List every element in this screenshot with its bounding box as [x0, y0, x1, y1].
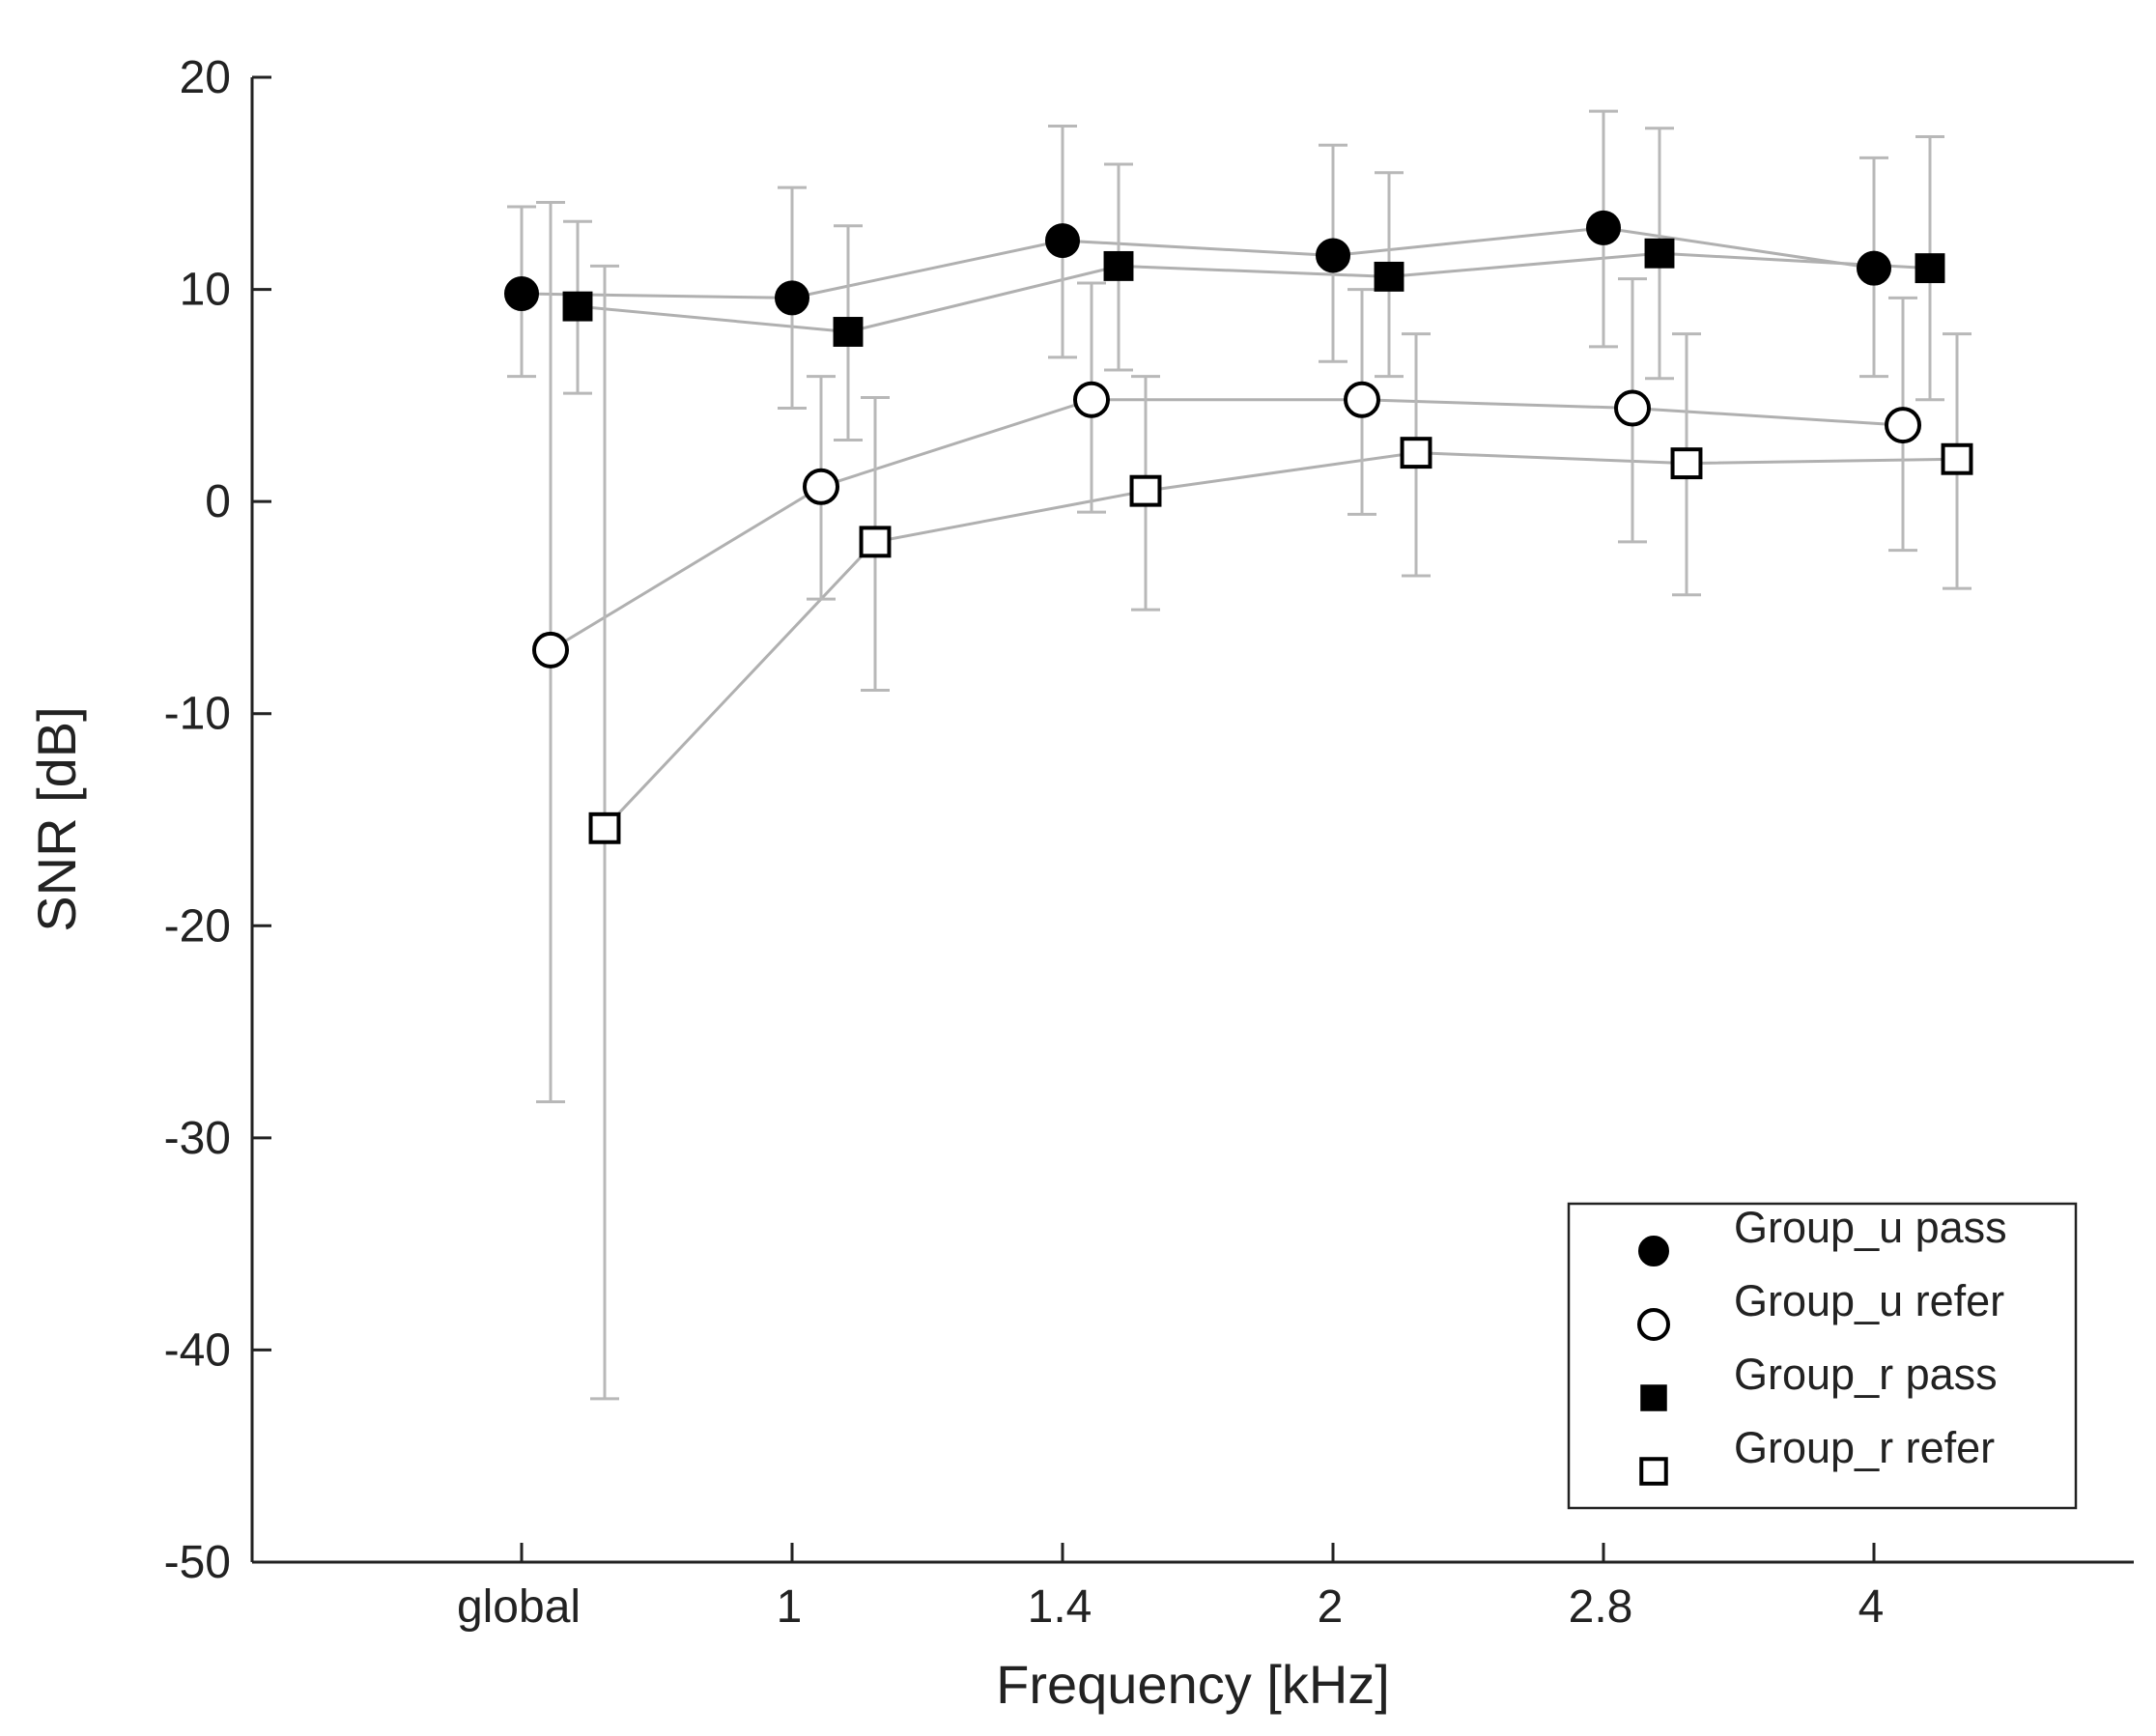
data-point [562, 291, 593, 322]
data-point [1670, 447, 1703, 480]
data-point [1103, 250, 1134, 281]
y-axis-label: SNR [dB] [26, 706, 87, 931]
legend-label: Group_u pass [1734, 1203, 2007, 1252]
y-tick-label: 0 [205, 476, 231, 527]
data-point [1400, 437, 1433, 470]
x-ticks: global 1 1.4 2 2.8 4 [457, 1543, 1884, 1633]
data-markers [504, 210, 1973, 844]
x-tick-label: 2 [1318, 1581, 1344, 1633]
data-point [1073, 381, 1110, 418]
data-point [532, 631, 569, 669]
data-point [1344, 381, 1380, 418]
legend-entry: Group_r pass [1640, 1350, 1998, 1411]
y-ticks: 20 10 0 -10 -20 -30 -40 -50 [164, 52, 271, 1588]
y-tick-label: -20 [164, 900, 231, 952]
data-point [1129, 474, 1162, 507]
data-point [775, 280, 809, 316]
y-tick-label: 10 [180, 265, 231, 316]
x-tick-label: 4 [1858, 1581, 1885, 1633]
legend-marker [1638, 1236, 1669, 1266]
legend-label: Group_r refer [1734, 1423, 1995, 1472]
legend-entry: Group_u refer [1637, 1276, 2004, 1341]
data-point [1941, 442, 1973, 475]
data-point [859, 526, 892, 558]
data-point [1885, 407, 1921, 444]
x-tick-label: 1.4 [1028, 1581, 1092, 1633]
data-point [504, 275, 539, 311]
series-line [603, 451, 1958, 830]
y-tick-label: -40 [164, 1324, 231, 1376]
series-lines [521, 226, 1958, 830]
x-tick-label: global [457, 1581, 581, 1633]
data-point [1045, 223, 1080, 259]
y-tick-label: -10 [164, 689, 231, 740]
data-point [803, 468, 839, 505]
y-tick-label: -50 [164, 1537, 231, 1588]
legend-entry: Group_r refer [1639, 1423, 1995, 1486]
legend-marker [1639, 1457, 1668, 1486]
axes [250, 77, 2134, 1564]
data-point [1586, 210, 1621, 245]
series-line [577, 251, 1931, 334]
data-point [1614, 389, 1651, 427]
x-tick-label: 2.8 [1569, 1581, 1633, 1633]
data-point [588, 811, 621, 844]
legend: Group_u pass Group_u refer Group_r pass Gro… [1567, 1202, 2078, 1510]
x-axis-label: Frequency [kHz] [996, 1654, 1390, 1715]
legend-marker [1640, 1384, 1667, 1411]
legend-label: Group_u refer [1734, 1276, 2004, 1325]
data-point [1316, 238, 1350, 273]
legend-entry: Group_u pass [1638, 1203, 2007, 1266]
data-point [1644, 238, 1675, 269]
series-line [521, 226, 1875, 299]
y-tick-label: -30 [164, 1113, 231, 1164]
data-point [833, 317, 864, 347]
legend-label: Group_r pass [1734, 1350, 1998, 1399]
series-line [550, 398, 1904, 652]
data-point [1857, 250, 1891, 286]
data-point [1374, 261, 1404, 292]
y-tick-label: 20 [180, 52, 231, 103]
x-tick-label: 1 [777, 1581, 803, 1633]
legend-marker [1637, 1308, 1670, 1341]
data-point [1915, 253, 1945, 284]
